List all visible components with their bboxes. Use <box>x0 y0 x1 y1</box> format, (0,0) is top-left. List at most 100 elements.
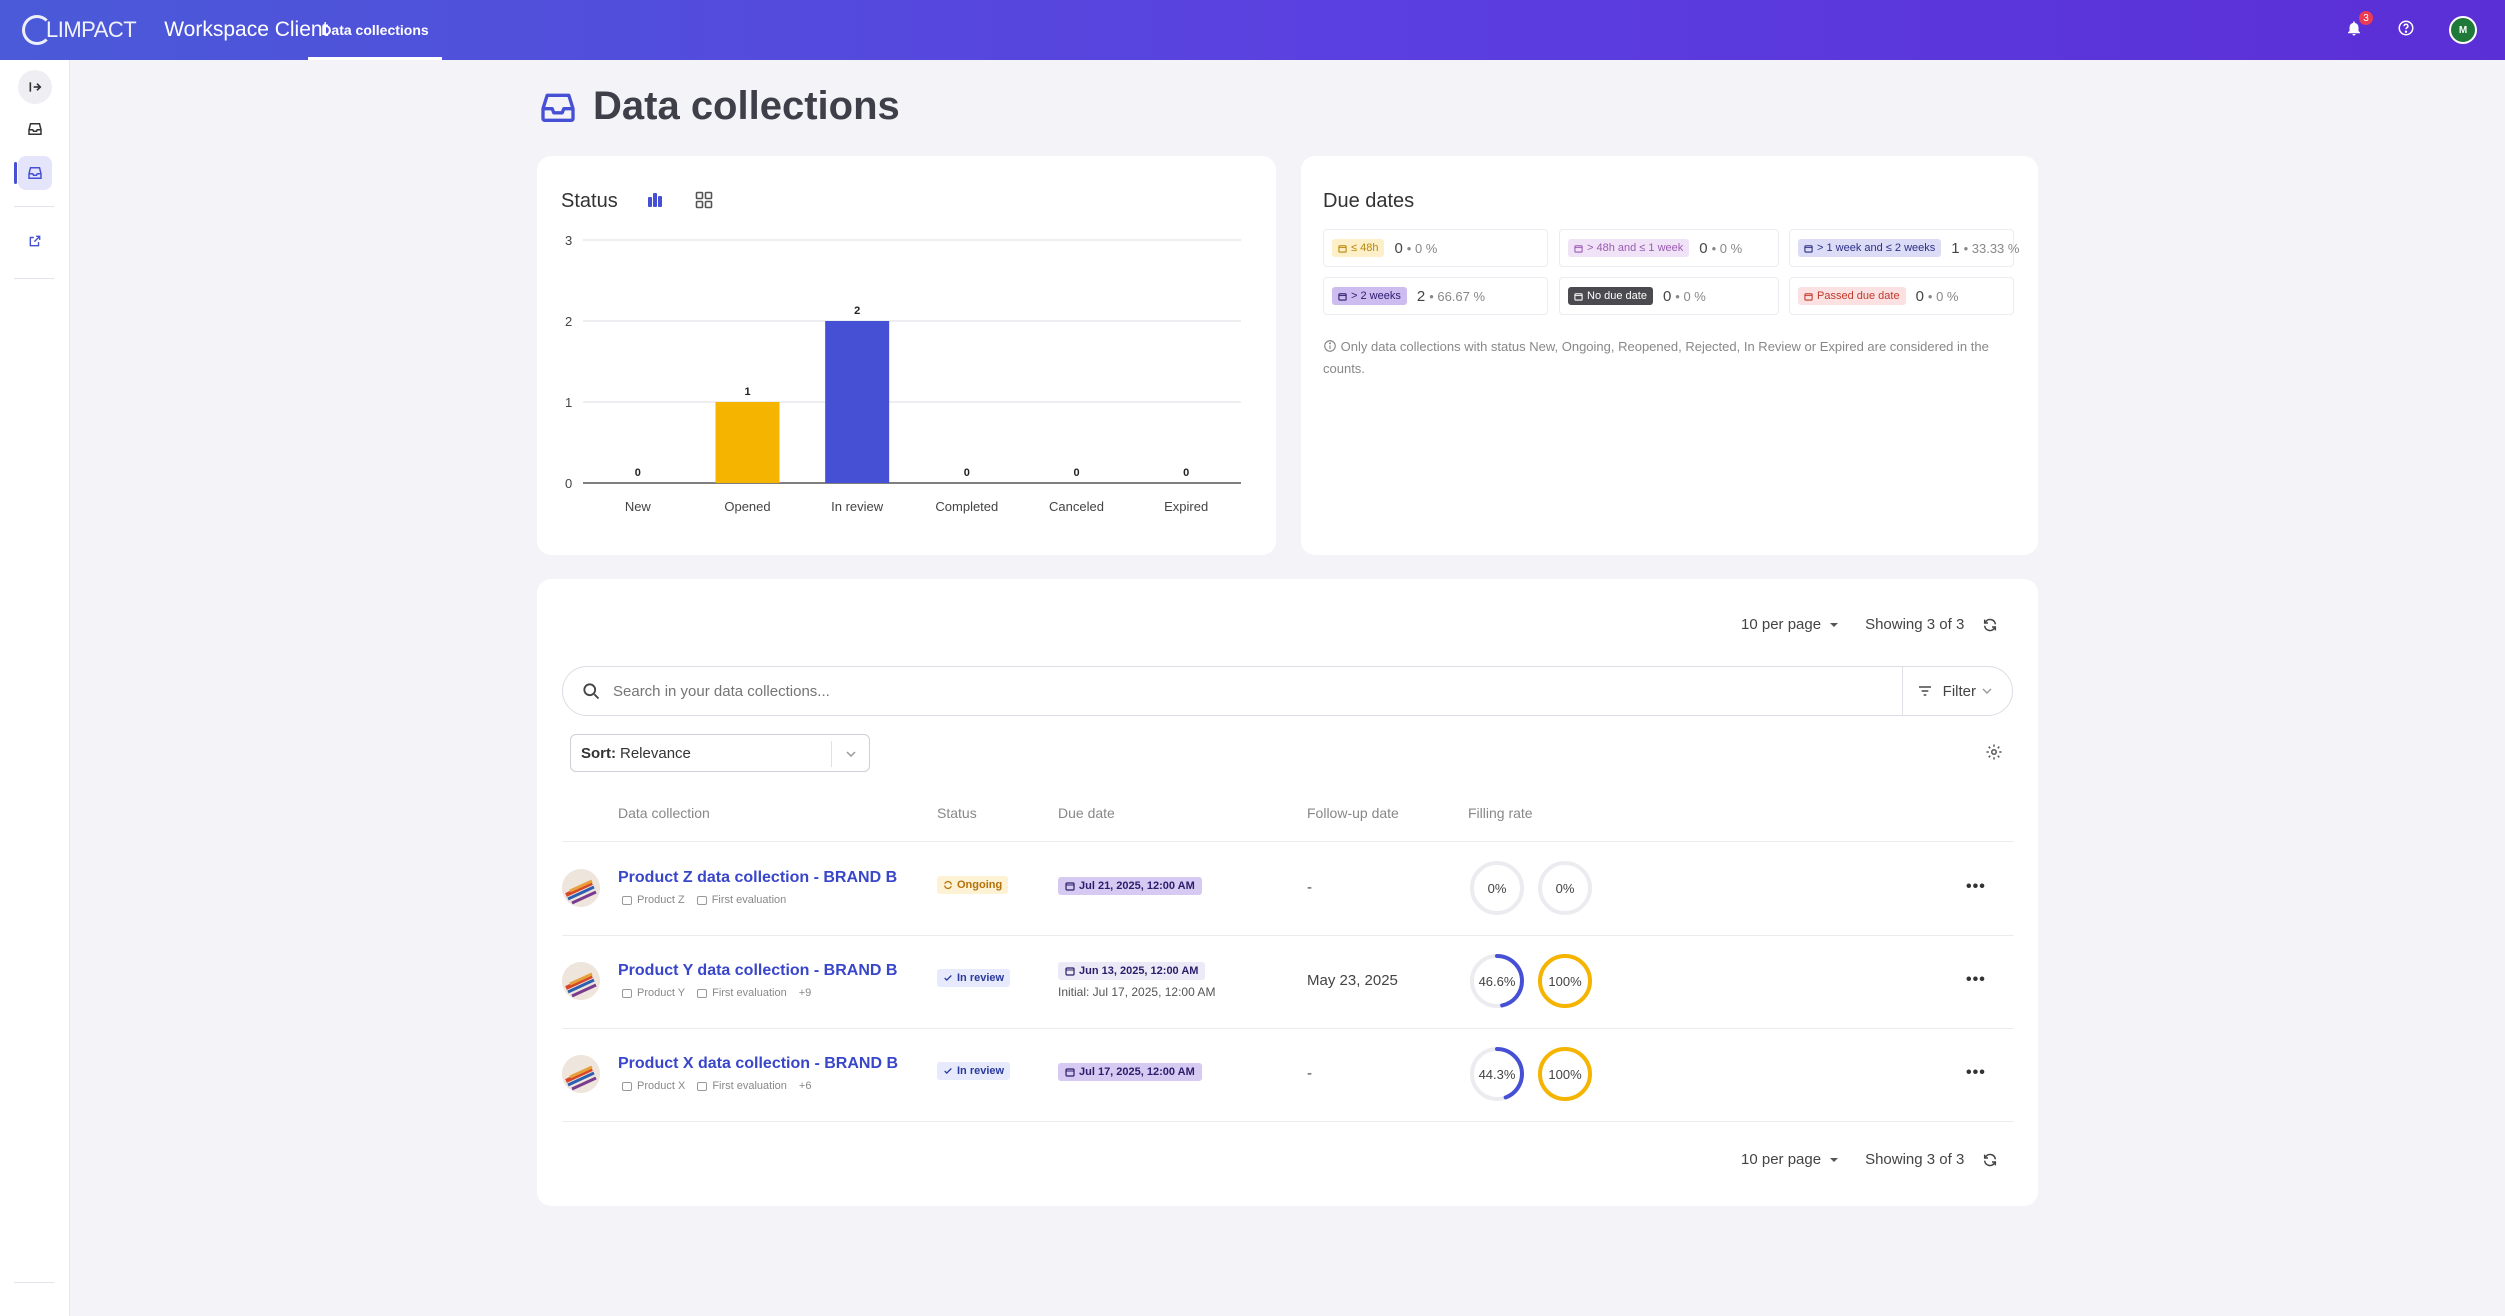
due-bucket-count: 2 <box>1416 287 1426 305</box>
x-tick-label: Opened <box>724 499 770 514</box>
product-icon <box>622 988 632 998</box>
more-tags-count[interactable]: +9 <box>798 987 812 999</box>
status-badge: Ongoing <box>937 876 1009 894</box>
calendar-icon <box>1804 292 1813 301</box>
due-bucket-percent: • 0 % <box>1675 288 1706 304</box>
due-date-badge: Jun 13, 2025, 12:00 AM <box>1058 962 1206 980</box>
status-label: In review <box>957 1065 1005 1077</box>
row-actions-menu[interactable]: ••• <box>1966 971 1986 988</box>
due-bucket-label: > 1 week and ≤ 2 weeks <box>1817 242 1936 254</box>
notifications-button[interactable]: 3 <box>2345 11 2373 41</box>
due-bucket-label: No due date <box>1587 290 1647 302</box>
logo-text: LIMPACT <box>46 17 137 42</box>
calendar-icon <box>1065 1068 1075 1077</box>
grid-view-button[interactable] <box>695 191 713 214</box>
filling-rate-label: 46.6% <box>1478 973 1516 989</box>
column-header-filling-rate[interactable]: Filling rate <box>1468 805 1533 821</box>
tab-data-collections[interactable]: Data collections <box>308 0 442 60</box>
bar-chart-view-button[interactable] <box>646 191 664 214</box>
chevron-down-icon <box>845 751 856 758</box>
due-date-value: Jun 13, 2025, 12:00 AM <box>1079 965 1199 977</box>
row-actions-menu[interactable]: ••• <box>1966 1064 1986 1081</box>
filling-rate-ring <box>1538 954 1592 1008</box>
expand-icon <box>29 82 42 92</box>
sidebar-expand-button[interactable] <box>18 70 52 104</box>
data-label: 1 <box>744 386 750 398</box>
due-date-bucket[interactable]: > 48h and ≤ 1 week 0 • 0 % <box>1559 229 1779 267</box>
due-date-bucket[interactable]: > 2 weeks 2 • 66.67 % <box>1323 277 1548 315</box>
due-bucket-tag: > 2 weeks <box>1332 287 1407 305</box>
bell-icon <box>2348 21 2360 36</box>
due-date-bucket[interactable]: ≤ 48h 0 • 0 % <box>1323 229 1548 267</box>
sidebar-item-data-collections[interactable] <box>14 156 52 190</box>
column-header-follow-up-date[interactable]: Follow-up date <box>1307 805 1399 821</box>
per-page-select[interactable]: 10 per page <box>1741 1151 1822 1168</box>
data-collection-link[interactable]: Product Y data collection - BRAND B <box>618 962 898 979</box>
evaluation-tag-label: First evaluation <box>712 1080 787 1092</box>
glimpact-logo[interactable]: LIMPACT <box>22 15 137 45</box>
initial-due-date: Initial: Jul 17, 2025, 12:00 AM <box>1058 985 1216 999</box>
table-row-divider <box>562 1028 2014 1029</box>
calendar-icon <box>1804 244 1813 253</box>
page-header: Data collections <box>537 84 900 129</box>
due-dates-card <box>1301 156 2038 555</box>
page-title: Data collections <box>593 84 900 128</box>
per-page-select[interactable]: 10 per page <box>1741 616 1822 633</box>
data-label: 0 <box>635 467 641 479</box>
check-icon <box>944 975 952 981</box>
column-header-data-collection[interactable]: Data collection <box>618 805 710 821</box>
due-bucket-percent: • 0 % <box>1927 288 1959 304</box>
sort-dropdown-toggle[interactable] <box>831 741 869 767</box>
sort-select[interactable]: Sort: Relevance <box>570 734 870 772</box>
y-tick-label: 1 <box>565 395 572 410</box>
more-tags-count[interactable]: +6 <box>798 1080 812 1092</box>
user-avatar[interactable]: M <box>2449 16 2477 44</box>
data-collection-link[interactable]: Product X data collection - BRAND B <box>618 1055 899 1072</box>
search-input[interactable] <box>613 682 1813 700</box>
data-label: 2 <box>854 305 860 317</box>
filling-rate-label: 44.3% <box>1478 1066 1516 1082</box>
product-tag: Product Z <box>622 894 685 906</box>
help-button[interactable] <box>2397 19 2419 41</box>
sidebar-item-external-link[interactable] <box>18 224 52 258</box>
due-date-bucket[interactable]: No due date 0 • 0 % <box>1559 277 1779 315</box>
due-bucket-count: 0 <box>1394 239 1403 257</box>
calendar-icon <box>1338 292 1347 301</box>
due-bucket-percent: • 0 % <box>1406 240 1438 256</box>
refresh-icon[interactable] <box>1982 1152 1998 1168</box>
sidebar-divider <box>14 206 54 207</box>
due-date-bucket[interactable]: Passed due date 0 • 0 % <box>1789 277 2014 315</box>
pagination-bottom: 10 per page Showing 3 of 3 <box>1741 1151 1998 1168</box>
table-settings-button[interactable] <box>1985 743 2003 766</box>
sort-prefix: Sort: <box>581 744 616 762</box>
follow-up-date: - <box>1307 1065 1312 1082</box>
search-icon <box>583 683 600 700</box>
product-icon <box>622 1081 632 1091</box>
sidebar-divider <box>14 1282 54 1283</box>
pagination-top: 10 per page Showing 3 of 3 <box>1741 616 1998 633</box>
follow-up-date: May 23, 2025 <box>1307 972 1398 989</box>
data-label: 0 <box>1183 467 1189 479</box>
status-badge: In review <box>937 1062 1011 1080</box>
filling-rate-ring <box>1538 1047 1592 1101</box>
evaluation-tag: First evaluation <box>697 1080 787 1092</box>
check-icon <box>944 1068 952 1074</box>
bar-opened[interactable] <box>715 402 780 483</box>
filling-rate-ring <box>1470 861 1524 915</box>
product-tag: Product X <box>622 1080 685 1092</box>
row-actions-menu[interactable]: ••• <box>1966 878 1986 895</box>
refresh-icon[interactable] <box>1982 617 1998 633</box>
due-bucket-tag: Passed due date <box>1798 287 1906 305</box>
column-header-due-date[interactable]: Due date <box>1058 805 1115 821</box>
due-dates-title: Due dates <box>1323 190 1415 212</box>
sidebar-item-inbox[interactable] <box>18 112 52 146</box>
filter-icon <box>1918 686 1931 696</box>
filling-rate-label: 100% <box>1548 973 1582 989</box>
column-header-status[interactable]: Status <box>937 805 977 821</box>
filter-button[interactable]: Filter <box>1901 667 1992 715</box>
due-date-bucket[interactable]: > 1 week and ≤ 2 weeks 1 • 33.33 % <box>1789 229 2019 267</box>
external-link-icon <box>29 235 41 247</box>
due-bucket-percent: • 66.67 % <box>1429 288 1486 304</box>
bar-in-review[interactable] <box>825 321 890 483</box>
data-collection-link[interactable]: Product Z data collection - BRAND B <box>618 869 898 886</box>
